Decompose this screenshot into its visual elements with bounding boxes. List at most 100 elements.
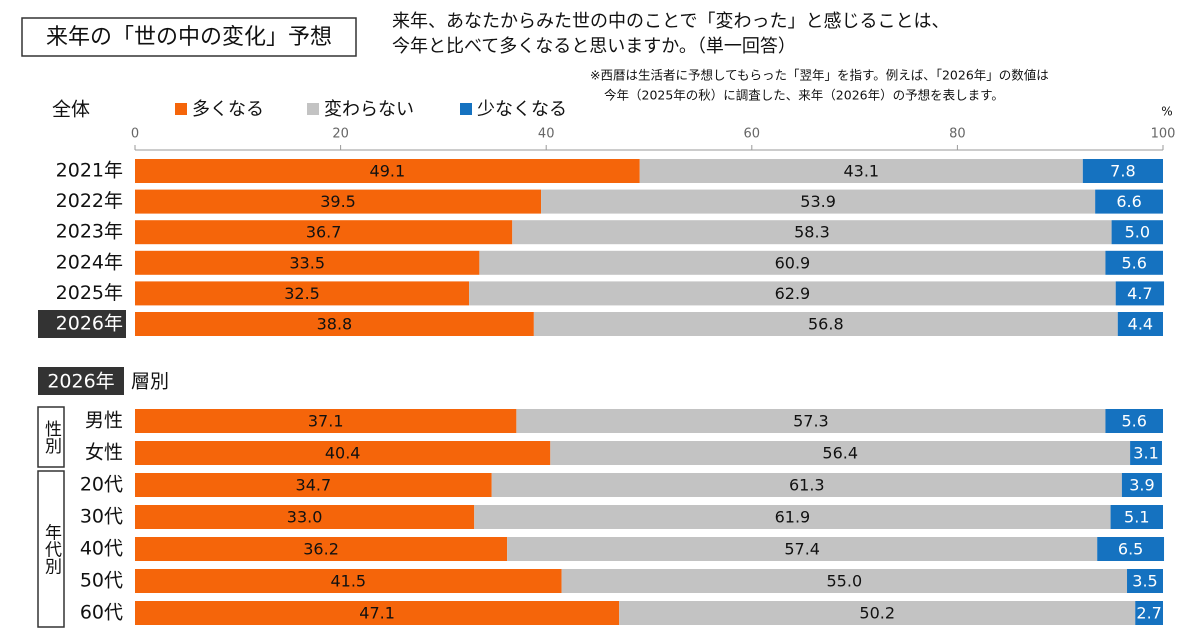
bar-segment (516, 409, 1106, 433)
bar-segment (507, 537, 1098, 561)
note: ※西暦は生活者に予想してもらった「翌年」を指す。例えば、「2026年」の数値は (590, 68, 1049, 83)
group-label: 性別 (41, 420, 62, 455)
value-label: 57.4 (784, 540, 820, 559)
bar-segment (135, 569, 562, 593)
bar-segment (135, 220, 513, 245)
bar-segment (135, 189, 542, 214)
value-label: 3.1 (1133, 444, 1158, 463)
value-label: 36.7 (306, 223, 342, 242)
panel-title: 層別 (131, 371, 169, 393)
bar-segment (1110, 505, 1163, 529)
value-label: 6.6 (1116, 192, 1141, 211)
value-label: 49.1 (370, 162, 406, 181)
bar-segment (135, 409, 517, 433)
bar-segment (135, 312, 534, 336)
bar-segment (135, 250, 480, 275)
legend-label: 少なくなる (477, 99, 567, 120)
value-label: 47.1 (359, 604, 395, 623)
value-label: 62.9 (775, 284, 811, 303)
chart-title: 来年の「世の中の変化」予想 (46, 25, 332, 50)
panel-title: 全体 (52, 99, 90, 121)
value-label: 32.5 (284, 284, 320, 303)
y-tick-label: 50代 (80, 570, 123, 592)
y-tick-label: 2024年 (56, 251, 123, 273)
group-box (37, 406, 65, 468)
badge-box (38, 367, 124, 395)
bar-segment (541, 189, 1096, 214)
bar-segment (135, 441, 551, 465)
legend-label: 多くなる (192, 99, 264, 120)
bar-segment (135, 537, 508, 561)
value-label: 4.7 (1127, 284, 1152, 303)
bar-segment (1135, 601, 1163, 625)
category-highlight (38, 310, 126, 338)
bar-segment (1111, 220, 1163, 245)
x-tick-label: 0 (131, 127, 139, 142)
bar-segment (1127, 569, 1163, 593)
x-unit: % (1161, 105, 1172, 119)
bar-segment (469, 281, 1116, 306)
bar-segment (135, 281, 470, 306)
value-label: 38.8 (317, 315, 353, 334)
bar-segment (512, 220, 1112, 245)
value-label: 50.2 (859, 604, 895, 623)
bar-segment (474, 505, 1111, 529)
value-label: 37.1 (308, 412, 344, 431)
legend-swatch (175, 103, 187, 115)
title-box (21, 17, 357, 57)
y-tick-label: 2025年 (56, 282, 123, 304)
note: 今年（2025年の秋）に調査した、来年（2026年）の予想を表します。 (604, 88, 1004, 103)
value-label: 5.6 (1121, 412, 1146, 431)
value-label: 2.7 (1136, 604, 1161, 623)
bar-segment (135, 473, 492, 497)
value-label: 36.2 (303, 540, 339, 559)
legend-swatch (307, 103, 319, 115)
value-label: 60.9 (775, 253, 811, 272)
y-tick-label: 女性 (85, 442, 123, 464)
value-label: 4.4 (1128, 315, 1153, 334)
bar-segment (639, 159, 1083, 183)
bar-segment (1121, 473, 1162, 497)
x-tick-label: 20 (332, 127, 349, 142)
value-label: 56.8 (808, 315, 844, 334)
value-label: 53.9 (800, 192, 836, 211)
value-label: 61.3 (789, 476, 825, 495)
value-label: 43.1 (843, 162, 879, 181)
bar-segment (1095, 189, 1163, 214)
y-tick-label: 2026年 (56, 313, 123, 335)
y-tick-label: 60代 (80, 602, 123, 624)
group-box (37, 470, 65, 628)
value-label: 3.9 (1129, 476, 1154, 495)
bar-segment (561, 569, 1128, 593)
bar-segment (1105, 409, 1163, 433)
bar-segment (533, 312, 1118, 336)
group-label: 年代別 (41, 523, 62, 575)
legend-label: 変わらない (324, 99, 414, 120)
bar-segment (135, 159, 640, 183)
value-label: 58.3 (794, 223, 830, 242)
y-tick-label: 20代 (80, 474, 123, 496)
value-label: 61.9 (775, 508, 811, 527)
value-label: 33.0 (287, 508, 323, 527)
value-label: 41.5 (330, 572, 366, 591)
value-label: 3.5 (1132, 572, 1157, 591)
y-tick-label: 2023年 (56, 221, 123, 243)
x-tick-label: 100 (1151, 127, 1176, 142)
value-label: 40.4 (325, 444, 361, 463)
y-tick-label: 2021年 (56, 160, 123, 182)
x-tick-label: 60 (744, 127, 761, 142)
bar-segment (1130, 441, 1162, 465)
bar-segment (1117, 312, 1163, 336)
value-label: 5.0 (1125, 223, 1150, 242)
value-label: 55.0 (827, 572, 863, 591)
bar-segment (619, 601, 1136, 625)
value-label: 7.8 (1110, 162, 1135, 181)
bar-segment (550, 441, 1131, 465)
subtitle: 今年と比べて多くなると思いますか。（単一回答） (392, 36, 796, 57)
subtitle: 来年、あなたからみた世の中のことで「変わった」と感じることは、 (392, 11, 949, 32)
bar-segment (491, 473, 1122, 497)
y-tick-label: 30代 (80, 506, 123, 528)
value-label: 57.3 (793, 412, 829, 431)
value-label: 34.7 (296, 476, 332, 495)
x-tick-label: 80 (949, 127, 966, 142)
